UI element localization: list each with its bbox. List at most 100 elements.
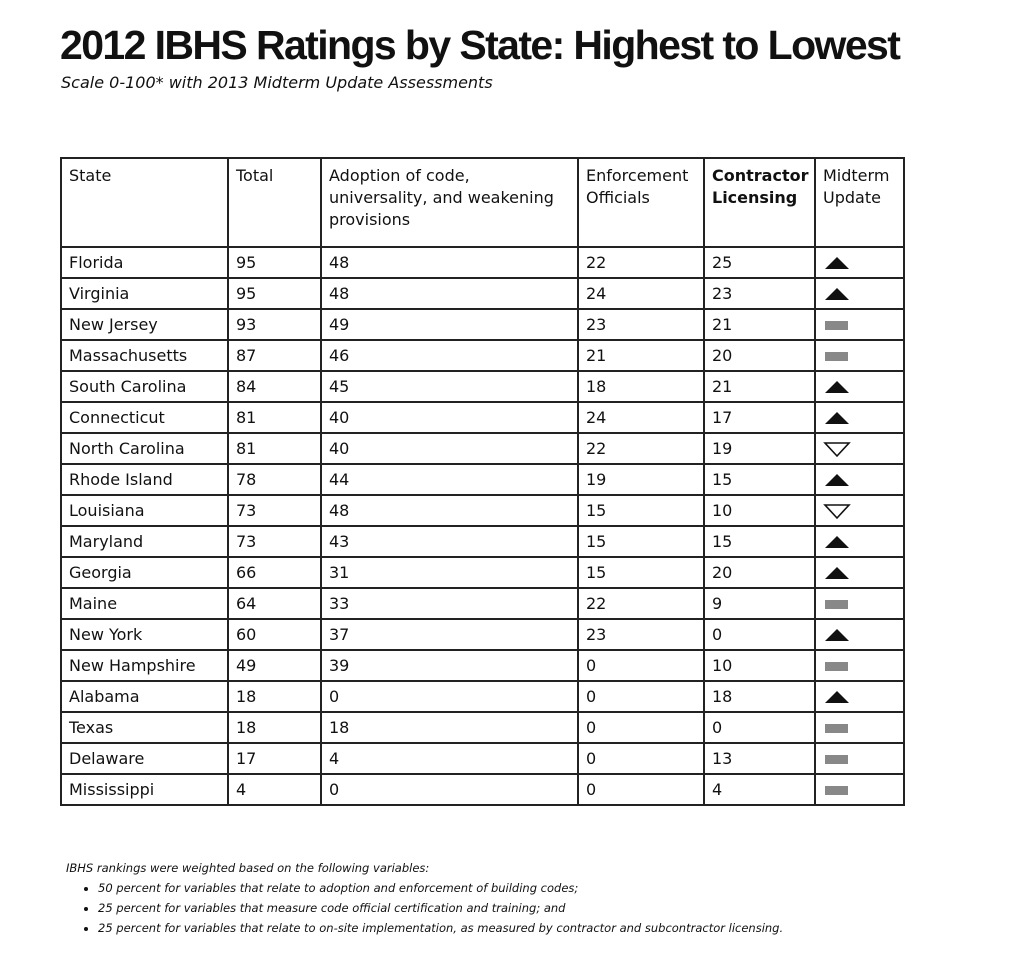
value-cell: 18 — [703, 680, 816, 713]
midterm-cell — [814, 742, 905, 775]
value-cell: 25 — [703, 246, 816, 279]
midterm-cell — [814, 339, 905, 372]
midterm-icon — [823, 503, 851, 519]
value-cell: 37 — [320, 618, 579, 651]
column-header: Adoption of code, universality, and weak… — [320, 157, 579, 248]
notes-intro: IBHS rankings were weighted based on the… — [66, 861, 430, 875]
value-cell: 0 — [577, 680, 705, 713]
midterm-cell — [814, 308, 905, 341]
value-cell: 33 — [320, 587, 579, 620]
midterm-cell — [814, 401, 905, 434]
value-cell: 22 — [577, 587, 705, 620]
value-cell: 0 — [703, 618, 816, 651]
value-cell: 18 — [320, 711, 579, 744]
header-row: State Total Adoption of code, universality… — [60, 157, 905, 248]
table-row: Georgia 66 31 15 20 — [60, 556, 905, 589]
midterm-icon — [825, 628, 849, 641]
value-cell: 10 — [703, 649, 816, 682]
state-cell: Delaware — [60, 742, 229, 775]
value-cell: 15 — [577, 525, 705, 558]
table-row: Maryland 73 43 15 15 — [60, 525, 905, 558]
state-cell: Mississippi — [60, 773, 229, 806]
table-row: South Carolina 84 45 18 21 — [60, 370, 905, 403]
midterm-icon — [825, 473, 849, 486]
value-cell: 15 — [703, 525, 816, 558]
table-row: New Jersey 93 49 23 21 — [60, 308, 905, 341]
midterm-cell — [814, 246, 905, 279]
midterm-icon — [825, 566, 849, 579]
midterm-cell — [814, 711, 905, 744]
value-cell: 13 — [703, 742, 816, 775]
state-cell: Maine — [60, 587, 229, 620]
midterm-cell — [814, 463, 905, 496]
value-cell: 24 — [577, 401, 705, 434]
value-cell: 39 — [320, 649, 579, 682]
value-cell: 60 — [227, 618, 322, 651]
state-cell: North Carolina — [60, 432, 229, 465]
midterm-cell — [814, 494, 905, 527]
state-cell: Florida — [60, 246, 229, 279]
state-cell: New York — [60, 618, 229, 651]
value-cell: 49 — [320, 308, 579, 341]
value-cell: 24 — [577, 277, 705, 310]
value-cell: 20 — [703, 556, 816, 589]
table-row: New York 60 37 23 0 — [60, 618, 905, 651]
state-cell: Texas — [60, 711, 229, 744]
value-cell: 17 — [703, 401, 816, 434]
value-cell: 49 — [227, 649, 322, 682]
ratings-table: State Total Adoption of code, universality… — [60, 157, 905, 806]
value-cell: 18 — [227, 711, 322, 744]
state-cell: Connecticut — [60, 401, 229, 434]
value-cell: 78 — [227, 463, 322, 496]
midterm-cell — [814, 370, 905, 403]
midterm-cell — [814, 773, 905, 806]
value-cell: 4 — [703, 773, 816, 806]
value-cell: 40 — [320, 401, 579, 434]
midterm-icon — [825, 256, 849, 269]
value-cell: 31 — [320, 556, 579, 589]
table-row: Texas 18 18 0 0 — [60, 711, 905, 744]
column-header: Contractor Licensing — [703, 157, 816, 248]
value-cell: 21 — [577, 339, 705, 372]
midterm-icon — [825, 723, 848, 733]
midterm-cell — [814, 277, 905, 310]
midterm-cell — [814, 525, 905, 558]
value-cell: 64 — [227, 587, 322, 620]
state-cell: New Jersey — [60, 308, 229, 341]
midterm-icon — [825, 380, 849, 393]
note-item: 50 percent for variables that relate to … — [98, 878, 783, 898]
note-item: 25 percent for variables that relate to … — [98, 918, 783, 938]
value-cell: 84 — [227, 370, 322, 403]
state-cell: Virginia — [60, 277, 229, 310]
column-header: State — [60, 157, 229, 248]
midterm-icon — [825, 599, 848, 609]
midterm-cell — [814, 587, 905, 620]
midterm-icon — [825, 661, 848, 671]
value-cell: 48 — [320, 494, 579, 527]
subtitle: Scale 0-100* with 2013 Midterm Update As… — [61, 73, 493, 92]
table-row: Rhode Island 78 44 19 15 — [60, 463, 905, 496]
value-cell: 0 — [577, 742, 705, 775]
value-cell: 18 — [577, 370, 705, 403]
value-cell: 95 — [227, 277, 322, 310]
value-cell: 23 — [577, 618, 705, 651]
table-row: Massachusetts 87 46 21 20 — [60, 339, 905, 372]
midterm-icon — [825, 320, 848, 330]
value-cell: 66 — [227, 556, 322, 589]
midterm-icon — [825, 785, 848, 795]
value-cell: 4 — [227, 773, 322, 806]
value-cell: 0 — [577, 773, 705, 806]
state-cell: Rhode Island — [60, 463, 229, 496]
value-cell: 44 — [320, 463, 579, 496]
value-cell: 87 — [227, 339, 322, 372]
midterm-cell — [814, 556, 905, 589]
value-cell: 0 — [577, 649, 705, 682]
value-cell: 81 — [227, 432, 322, 465]
column-header: Total — [227, 157, 322, 248]
midterm-cell — [814, 618, 905, 651]
column-header: Midterm Update — [814, 157, 905, 248]
midterm-icon — [825, 351, 848, 361]
title: 2012 IBHS Ratings by State: Highest to L… — [60, 22, 901, 68]
state-cell: South Carolina — [60, 370, 229, 403]
